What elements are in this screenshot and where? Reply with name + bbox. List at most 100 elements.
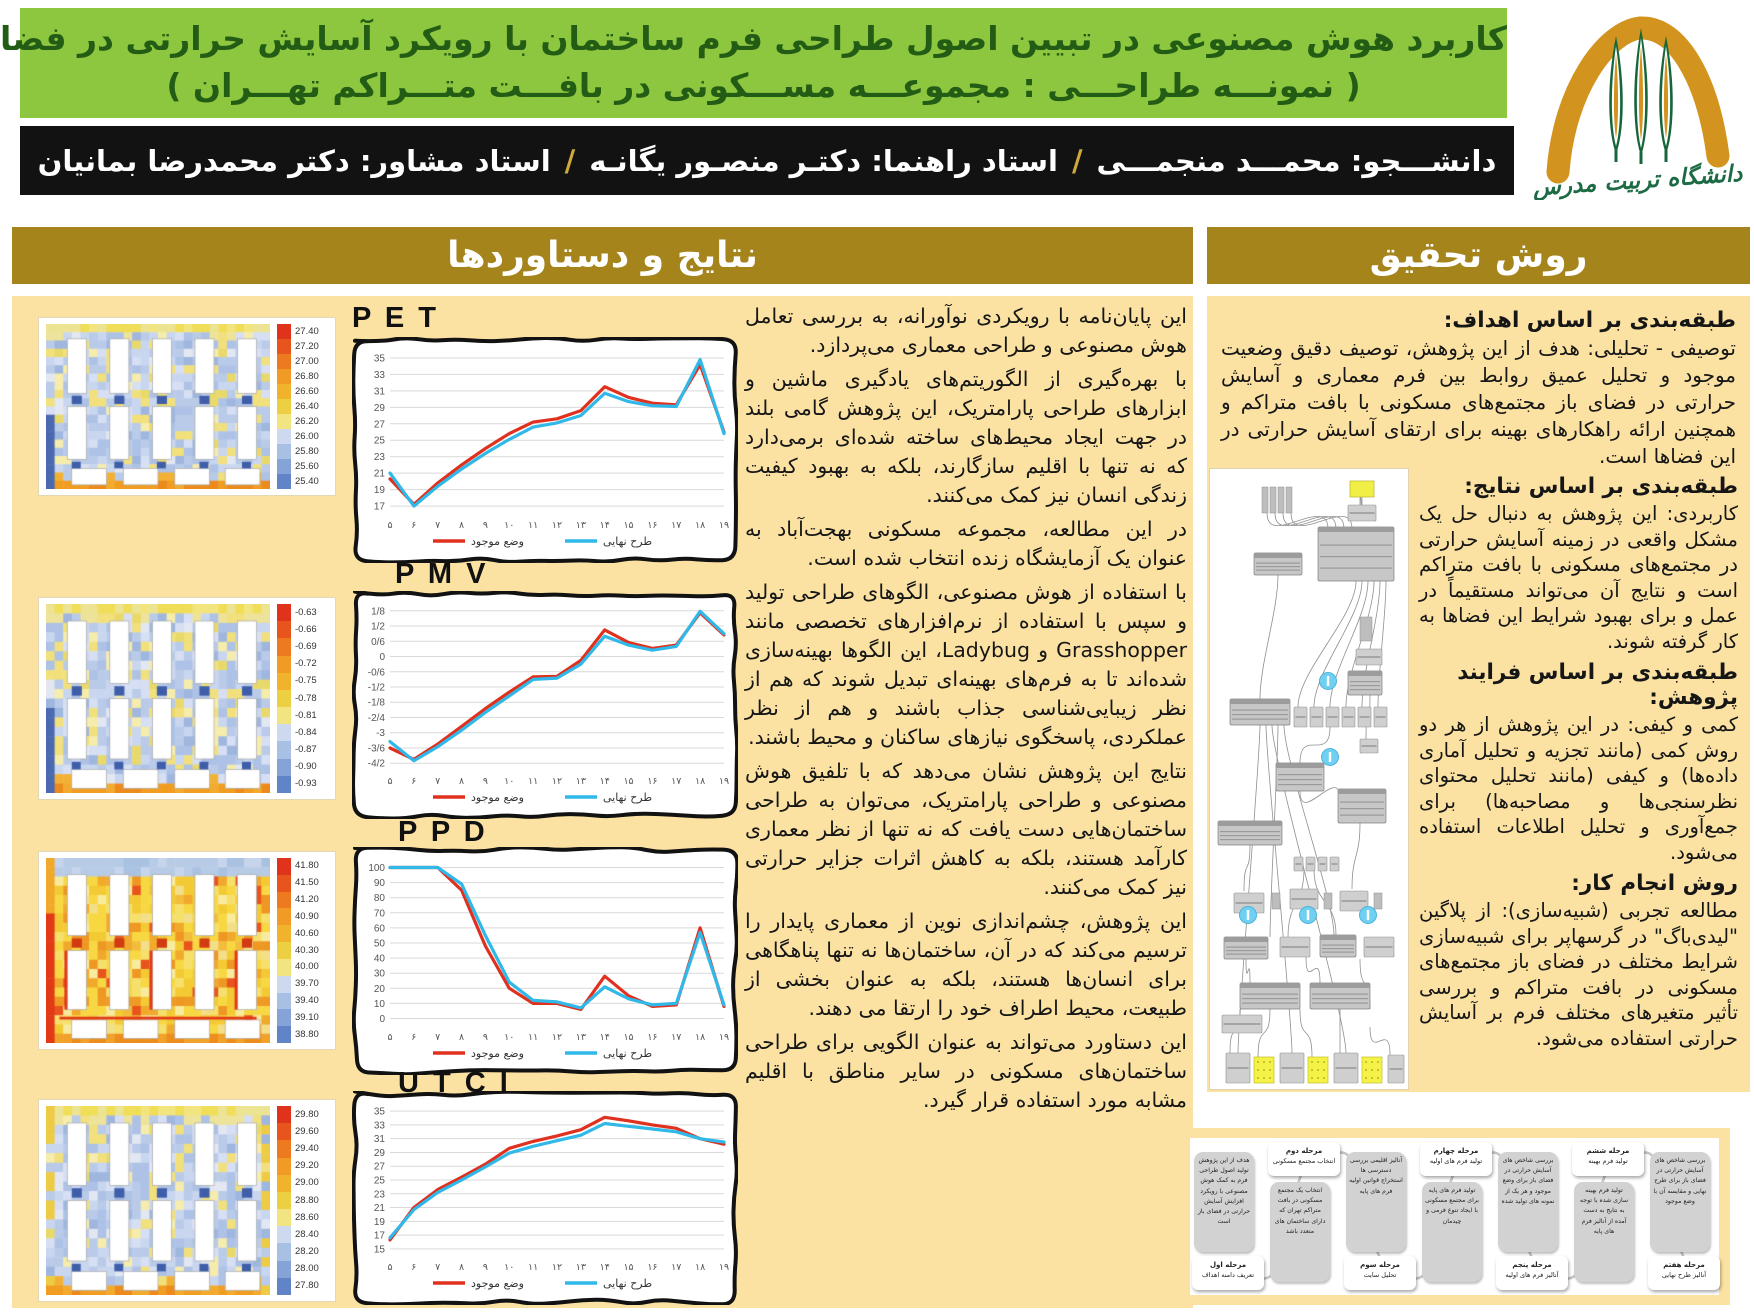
svg-text:۶: ۶ xyxy=(411,1032,416,1043)
series-existing xyxy=(388,1115,726,1242)
svg-text:33: 33 xyxy=(374,370,386,381)
colorbar-tick: 40.90 xyxy=(295,910,319,922)
svg-text:-1/8: -1/8 xyxy=(368,698,386,709)
svg-text:15: 15 xyxy=(374,1244,386,1255)
svg-text:25: 25 xyxy=(374,436,386,447)
flowchart-stage-subtitle: تولید فرم بهینه xyxy=(1588,1157,1628,1165)
svg-text:33: 33 xyxy=(374,1120,386,1131)
svg-text:۱۷: ۱۷ xyxy=(671,776,681,787)
method-block-body: کمی و کیفی: در این پژوهش از هر دو روش کم… xyxy=(1419,713,1738,864)
svg-text:70: 70 xyxy=(374,908,386,919)
flowchart-stage-label: مرحله اول تعریف دامنه اهداف xyxy=(1192,1256,1264,1290)
colorbar-tick: 28.20 xyxy=(295,1246,319,1258)
svg-text:29: 29 xyxy=(374,1148,386,1159)
svg-text:وضع موجود: وضع موجود xyxy=(471,791,524,804)
results-paragraph: نتایج این پژوهش نشان می‌دهد که با تلفیق … xyxy=(745,759,1187,899)
svg-text:0: 0 xyxy=(379,1014,385,1025)
flowchart-stage-subtitle: تولید فرم های اولیه xyxy=(1429,1157,1483,1165)
method-block-heading: طبقه‌بندی بر اساس اهداف: xyxy=(1443,308,1736,333)
ppd-heatmap-canvas xyxy=(46,858,270,1043)
svg-text:۱۹: ۱۹ xyxy=(719,1262,729,1273)
svg-text:وضع موجود: وضع موجود xyxy=(471,1047,524,1060)
svg-text:۱۱: ۱۱ xyxy=(528,1032,538,1043)
method-block-body: مطالعه تجربی (شبیه‌سازی): از پلاگین "لید… xyxy=(1419,899,1738,1050)
svg-text:۱۴: ۱۴ xyxy=(600,520,610,531)
pmv-chart-box: 1/8 1/2 0/6 0 -0/6 -1/2 -1/8 -2/4 -3 -3/6 -4/2 ۵ ۶ ۷ ۸… xyxy=(351,589,740,823)
poster-title-box: کاربرد هوش مصنوعی در تبیین اصول طراحی فر… xyxy=(0,8,1507,118)
svg-text:17: 17 xyxy=(374,1231,386,1242)
colorbar-tick: -0.87 xyxy=(295,744,317,756)
svg-text:۱۳: ۱۳ xyxy=(576,1262,586,1273)
svg-text:۱۳: ۱۳ xyxy=(576,520,586,531)
svg-text:۱۷: ۱۷ xyxy=(671,520,681,531)
utci-chart-box: 35 33 31 29 27 25 23 21 19 17 15 ۵ ۶ ۷ ۸ ۹ ۱۰ ۱۱ ۱۲ ۱۳ ۱۴ ۱۵ ۱… xyxy=(351,1089,739,1309)
svg-text:۱۱: ۱۱ xyxy=(528,520,538,531)
results-paragraph: این دستاورد می‌تواند به عنوان الگویی برا… xyxy=(745,1030,1187,1112)
svg-text:60: 60 xyxy=(374,923,386,934)
svg-text:۷: ۷ xyxy=(435,1262,440,1273)
svg-text:طرح نهایی: طرح نهایی xyxy=(603,791,652,804)
colorbar-tick: 27.00 xyxy=(295,355,319,367)
svg-text:۱۲: ۱۲ xyxy=(552,1032,562,1043)
poster-title-line2: ( نمونـــه طراحـــی : مجموعـــه مســـکون… xyxy=(166,66,1361,105)
svg-text:23: 23 xyxy=(374,1189,386,1200)
svg-text:۱۸: ۱۸ xyxy=(695,520,705,531)
pmv-line-chart: 1/8 1/2 0/6 0 -0/6 -1/2 -1/8 -2/4 -3 -3/6 -4/2۵ ۶ ۷ ۸… xyxy=(351,589,740,821)
svg-text:۱۸: ۱۸ xyxy=(695,1032,705,1043)
svg-text:۱۵: ۱۵ xyxy=(623,776,633,787)
svg-text:۱۶: ۱۶ xyxy=(647,776,657,787)
svg-text:۱۳: ۱۳ xyxy=(576,1032,586,1043)
svg-text:31: 31 xyxy=(374,1134,386,1145)
method-section-header: روش تحقیق xyxy=(1207,227,1750,284)
svg-text:وضع موجود: وضع موجود xyxy=(471,535,524,548)
workflow-flowchart: هدف از این پژوهش تولید اصول طراحی فرم به… xyxy=(1190,1138,1720,1295)
svg-text:20: 20 xyxy=(374,984,386,995)
svg-text:-3: -3 xyxy=(376,728,385,739)
method-block-heading: روش انجام کار: xyxy=(1571,871,1738,896)
colorbar-tick: 27.20 xyxy=(295,340,319,352)
svg-text:۱۹: ۱۹ xyxy=(719,776,729,787)
results-paragraph: این پژوهش، چشم‌اندازی نوین از معماری پای… xyxy=(745,909,1187,1020)
colorbar-tick: 28.00 xyxy=(295,1263,319,1275)
svg-text:۵: ۵ xyxy=(387,520,392,531)
pet-colorbar xyxy=(277,324,291,489)
colorbar-tick: 27.80 xyxy=(295,1280,319,1292)
colorbar-tick: 41.50 xyxy=(295,877,319,889)
svg-text:50: 50 xyxy=(374,939,386,950)
colorbar-tick: -0.93 xyxy=(295,778,317,790)
flowchart-stage-label: مرحله دوم انتخاب مجتمع مسکونی xyxy=(1268,1142,1340,1176)
svg-text:طرح نهایی: طرح نهایی xyxy=(603,535,652,548)
svg-text:۱۷: ۱۷ xyxy=(671,1262,681,1273)
svg-text:۶: ۶ xyxy=(411,1262,416,1273)
pet-chart-box: 35 33 31 29 27 25 23 21 19 17 ۵ ۶ ۷ ۸ ۹ ۱۰ ۱۱ ۱۲ ۱۳ ۱۴ ۱۵ ۱۶ ۱… xyxy=(351,335,740,567)
svg-text:۱۰: ۱۰ xyxy=(504,776,514,787)
svg-text:۹: ۹ xyxy=(483,1262,488,1273)
svg-text:۹: ۹ xyxy=(483,776,488,787)
flowchart-stage-label: مرحله ششم تولید فرم بهینه xyxy=(1572,1142,1644,1176)
pet-chart-title: P E T xyxy=(352,302,439,334)
svg-text:19: 19 xyxy=(374,1217,386,1228)
svg-text:۱۲: ۱۲ xyxy=(552,520,562,531)
colorbar-tick: 40.00 xyxy=(295,961,319,973)
svg-text:۹: ۹ xyxy=(483,520,488,531)
svg-text:21: 21 xyxy=(374,1203,386,1214)
method-block-heading: طبقه‌بندی بر اساس فرایند پژوهش: xyxy=(1457,660,1738,710)
svg-text:۱۶: ۱۶ xyxy=(647,520,657,531)
ppd-chart-box: 100 90 80 70 60 50 40 30 20 10 0 ۵ ۶ ۷ ۸ ۹ ۱۰ ۱۱ ۱۲ ۱۳ ۱۴ ۱۵ ۱… xyxy=(351,845,740,1079)
ppd-heatmap: 41.80 41.50 41.20 40.90 40.60 40.30 40.00 39.70… xyxy=(38,851,336,1050)
ppd-colorbar xyxy=(277,858,291,1043)
svg-text:۱۲: ۱۲ xyxy=(552,1262,562,1273)
svg-text:30: 30 xyxy=(374,969,386,980)
flowchart-stage-label: مرحله پنجم آنالیز فرم های اولیه xyxy=(1496,1256,1568,1290)
results-panel: این پایان‌نامه با رویکردی نوآورانه، به ب… xyxy=(12,296,1193,1308)
svg-text:80: 80 xyxy=(374,893,386,904)
colorbar-tick: -0.63 xyxy=(295,606,317,618)
flowchart-stage-title: مرحله پنجم xyxy=(1512,1261,1552,1269)
flowchart-stage-title: مرحله چهارم xyxy=(1433,1147,1479,1155)
flowchart-stage-title: مرحله هفتم xyxy=(1663,1261,1705,1269)
svg-text:۷: ۷ xyxy=(435,776,440,787)
colorbar-tick: 25.40 xyxy=(295,475,319,487)
method-block-body: توصیفی - تحلیلی: هدف از این پژوهش، توصیف… xyxy=(1221,336,1736,468)
flowchart-stage-label: مرحله سوم تحلیل سایت xyxy=(1344,1256,1416,1290)
svg-text:17: 17 xyxy=(374,502,386,513)
